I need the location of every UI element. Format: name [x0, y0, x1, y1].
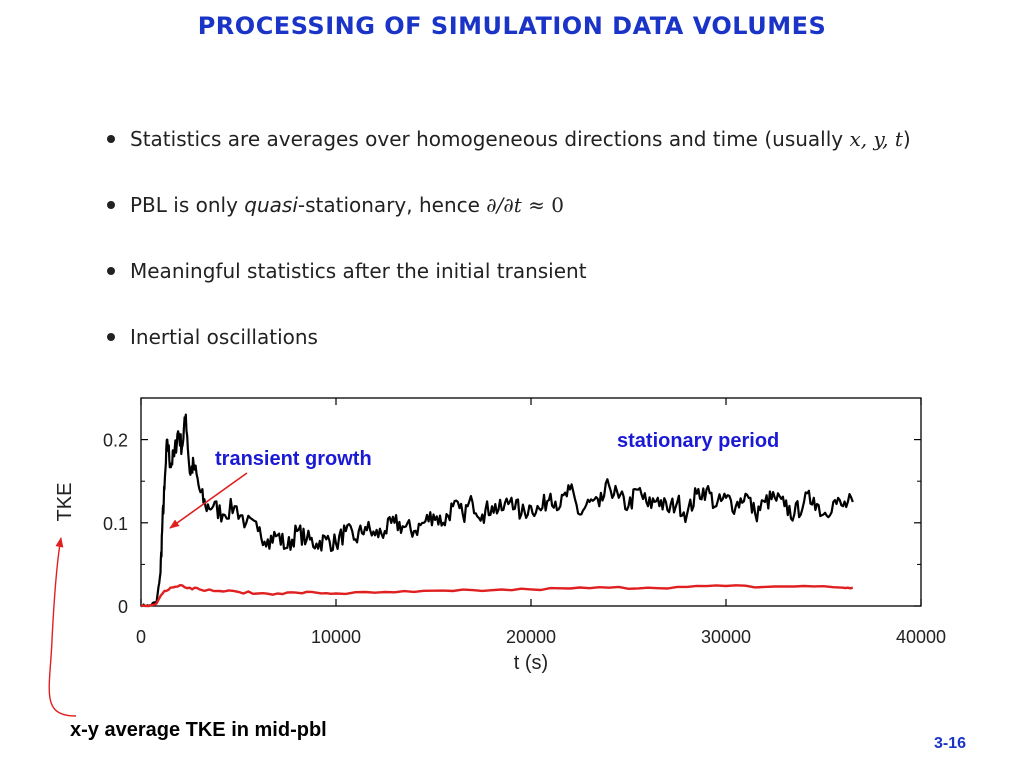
bullet-text: Inertial oscillations: [130, 325, 318, 349]
bullet-item-inertial: Inertial oscillations: [104, 318, 984, 384]
slide-number: 3-16: [934, 735, 967, 752]
x-axis-ticks: 0 10000 20000 30000 40000: [136, 398, 946, 647]
y-tick-label: 0: [118, 597, 128, 617]
annotation-transient-growth: transient growth: [215, 448, 372, 470]
x-tick-label: 10000: [311, 627, 361, 647]
bullet-text: Meaningful statistics after the initial …: [130, 259, 587, 283]
bullet-dot-icon: [107, 267, 115, 275]
series-line-red: [140, 584, 854, 608]
x-tick-label: 0: [136, 627, 146, 647]
y-tick-label: 0.1: [103, 514, 128, 534]
chart-caption: x-y average TKE in mid-pbl: [70, 719, 327, 741]
bullet-math-tail: ≈ 0: [521, 193, 564, 217]
x-axis-label: t (s): [514, 652, 548, 674]
x-tick-label: 40000: [896, 627, 946, 647]
bullet-math: ∂/∂t: [486, 193, 522, 217]
y-tick-label: 0.2: [103, 431, 128, 451]
bullet-dot-icon: [107, 333, 115, 341]
bullet-item-pbl: PBL is only quasi-stationary, hence ∂/∂t…: [104, 186, 984, 252]
bullet-dot-icon: [107, 201, 115, 209]
transient-arrow: [169, 472, 248, 529]
y-axis-label: TKE: [54, 483, 76, 522]
annotation-stationary-period: stationary period: [617, 430, 779, 452]
bullet-text: PBL is only: [130, 193, 245, 217]
y-axis-ticks: 0 0.1 0.2: [103, 431, 921, 617]
bullet-dot-icon: [107, 135, 115, 143]
slide-title: PROCESSING OF SIMULATION DATA VOLUMES: [197, 12, 827, 40]
series-line-black: [141, 413, 854, 608]
x-tick-label: 20000: [506, 627, 556, 647]
series-layer: [140, 413, 854, 608]
bullet-math: x, y, t: [849, 127, 903, 151]
bullet-text-tail: ): [902, 127, 911, 151]
bullet-item-statistics: Meaningful statistics after the initial …: [104, 252, 984, 318]
bullet-text: Statistics are averages over homogeneous…: [130, 127, 850, 151]
bullet-text-mid: -stationary, hence: [297, 193, 487, 217]
caption-arrow: [48, 537, 77, 717]
bullet-emphasis: quasi: [244, 193, 298, 217]
bullet-list: Statistics are averages over homogeneous…: [104, 120, 984, 384]
bullet-item-averages: Statistics are averages over homogeneous…: [104, 120, 984, 186]
x-tick-label: 30000: [701, 627, 751, 647]
